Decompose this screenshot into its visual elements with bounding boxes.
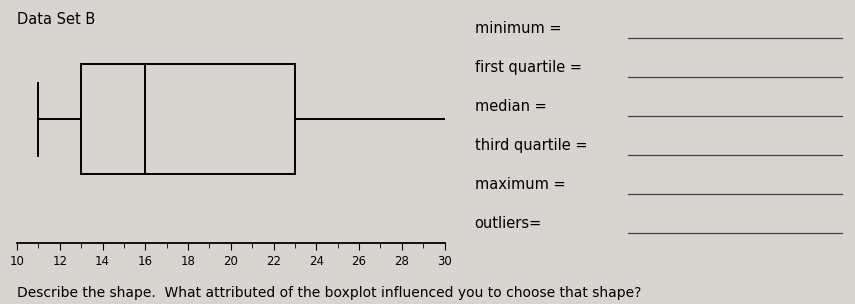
Text: median =: median = bbox=[475, 99, 546, 114]
Text: maximum =: maximum = bbox=[475, 177, 565, 192]
Bar bbox=[81, 64, 295, 174]
Text: Data Set B: Data Set B bbox=[17, 12, 96, 27]
Text: third quartile =: third quartile = bbox=[475, 138, 587, 153]
Text: first quartile =: first quartile = bbox=[475, 60, 581, 75]
Text: minimum =: minimum = bbox=[475, 21, 561, 36]
Text: outliers=: outliers= bbox=[475, 216, 542, 231]
Text: Describe the shape.  What attributed of the boxplot influenced you to choose tha: Describe the shape. What attributed of t… bbox=[17, 286, 641, 300]
